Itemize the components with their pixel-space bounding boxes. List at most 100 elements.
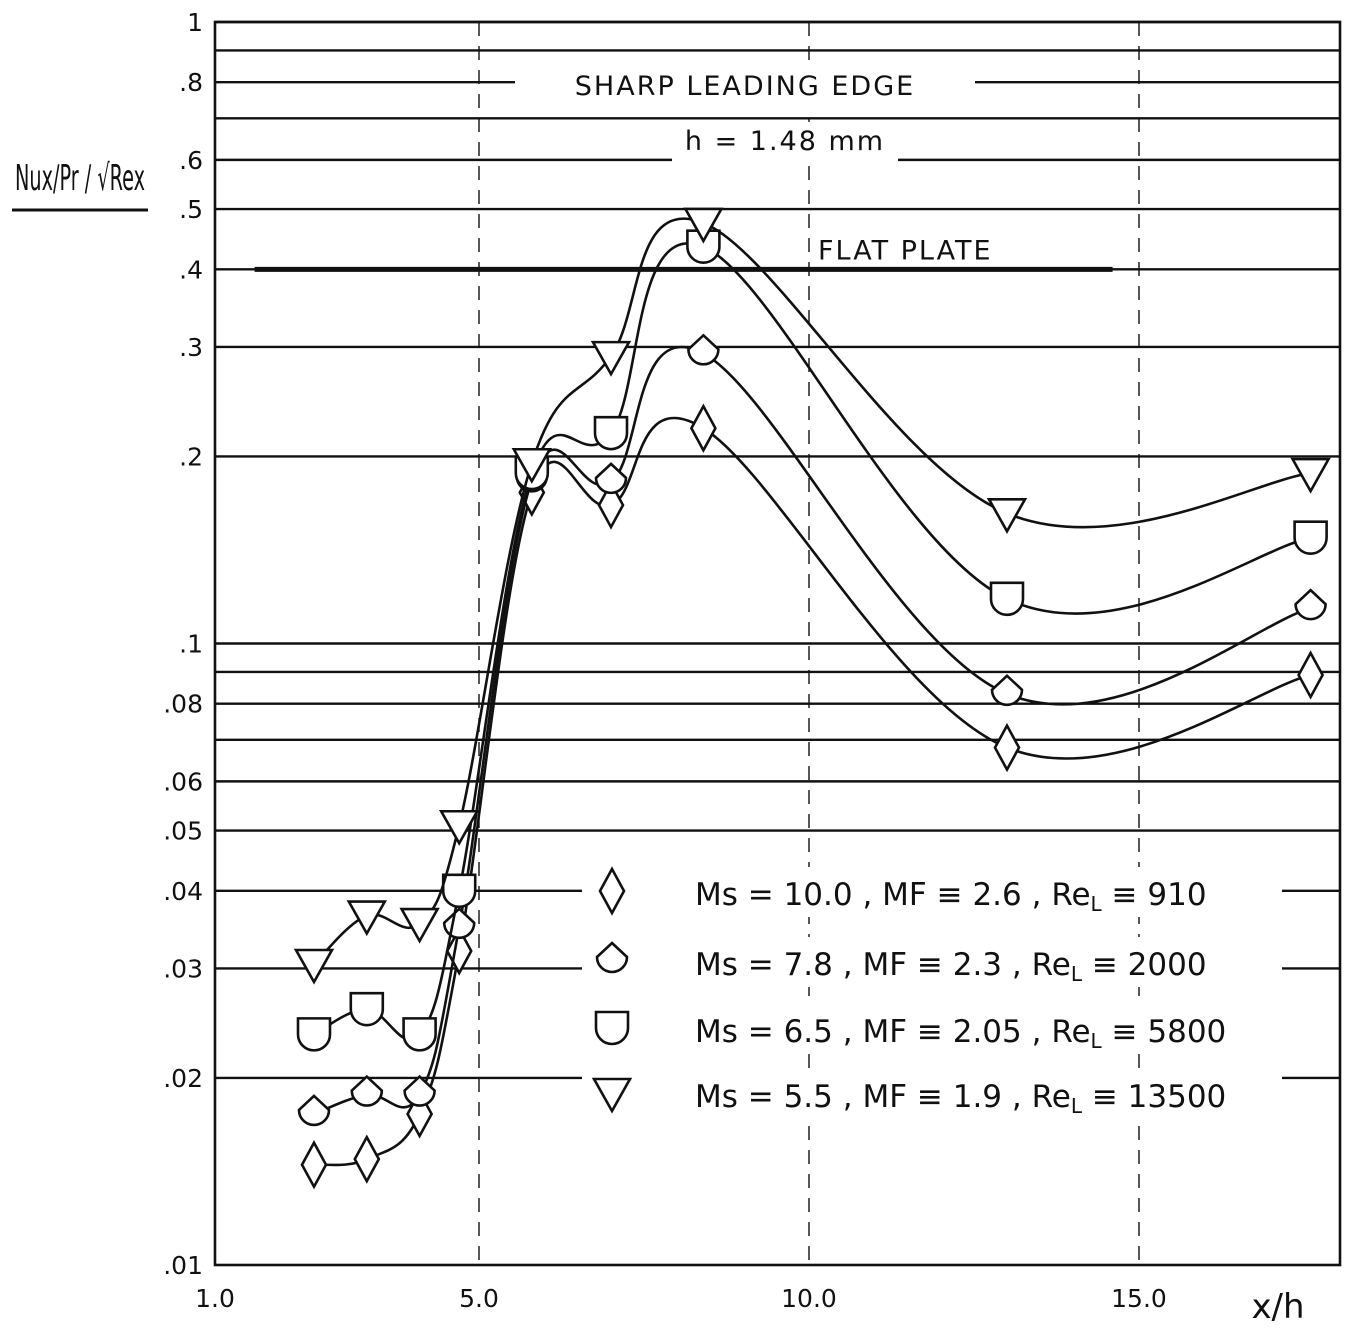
y-tick-label: .8 <box>179 68 203 97</box>
chart-subtitle: h = 1.48 mm <box>685 126 885 157</box>
y-tick-label: .5 <box>179 195 203 224</box>
marker-u-cup <box>989 581 1025 617</box>
legend-text-part: , Re <box>1012 1079 1071 1115</box>
y-tick-label: .06 <box>163 767 203 796</box>
marker-triangle-down <box>590 340 632 377</box>
y-tick-label: .2 <box>179 442 203 471</box>
series-triangle-down <box>293 207 1331 985</box>
marker-u-cup <box>686 229 721 264</box>
marker-triangle-down <box>1290 457 1331 494</box>
x-axis-label: x/h <box>1251 1287 1304 1327</box>
legend-text-part: Ms <box>695 947 738 983</box>
marker-u-cup <box>593 415 629 451</box>
y-tick-label: .6 <box>179 146 203 175</box>
tick-labels: 1 .8 .6 .5 .4 .3 .2 .1 .08 .06 .05 .04 .03 .02 .01 1.0 5… <box>163 8 1167 1313</box>
legend-text-part: ≡ 2.6 <box>927 877 1032 913</box>
marker-triangle-down <box>591 1077 633 1114</box>
legend-text-part: ≡ 2.05 <box>907 1014 1032 1050</box>
y-tick-label: .1 <box>179 630 203 659</box>
y-tick-label: 1 <box>187 8 203 37</box>
series-group <box>293 207 1331 1190</box>
x-tick-label: 5.0 <box>459 1284 499 1313</box>
series-line <box>313 345 1311 1116</box>
legend-entry-text: Ms = 5.5 , MF ≡ 1.9 , ReL ≡ 13500 <box>695 1079 1226 1118</box>
y-tick-label: .03 <box>163 954 203 983</box>
series-line <box>313 217 1311 965</box>
marker-circle-diamond <box>687 333 720 366</box>
marker-triangle-down <box>399 907 440 944</box>
marker-u-cup <box>402 1017 437 1052</box>
legend-row-background <box>582 1004 1282 1054</box>
legend-text-part: , Re <box>1032 877 1091 913</box>
marker-diamond <box>993 722 1021 773</box>
legend-text-part: Ms <box>695 1079 738 1115</box>
legend-row-background <box>582 1069 1282 1119</box>
marker-triangle-down <box>293 948 335 985</box>
marker-diamond <box>353 1134 381 1184</box>
marker-circle-diamond <box>350 1074 384 1107</box>
legend-text-part: ≡ 1.9 <box>907 1079 1012 1115</box>
legend-subscript: L <box>1091 1029 1103 1053</box>
marker-triangle-down <box>438 809 480 846</box>
marker-u-cup <box>594 1010 630 1046</box>
legend-text-part: , Re <box>1032 1014 1091 1050</box>
marker-triangle-down <box>683 207 724 244</box>
legend-text-part: = 6.5 <box>738 1014 843 1050</box>
marker-triangle-down <box>346 900 388 937</box>
legend-row-background <box>582 937 1282 987</box>
marker-circle-diamond <box>1294 588 1327 621</box>
legend-text-part: , MF <box>843 947 907 983</box>
plot-frame <box>213 20 1342 1267</box>
subtitle-background <box>672 122 898 164</box>
marker-circle-diamond <box>403 1074 436 1107</box>
legend-subscript: L <box>1091 892 1103 916</box>
y-tick-label: .3 <box>179 333 203 362</box>
marker-triangle-down <box>511 447 553 484</box>
legend-text-part: ≡ 2.3 <box>907 947 1012 983</box>
legend-entry-text: Ms = 10.0 , MF ≡ 2.6 , ReL ≡ 910 <box>695 877 1207 916</box>
legend-subscript: L <box>1071 1094 1083 1118</box>
legend-text-part: ≡ 910 <box>1102 877 1207 913</box>
marker-diamond <box>300 1139 328 1190</box>
flat-plate-label: FLAT PLATE <box>818 235 993 266</box>
legend-text-part: = 10.0 <box>738 877 863 913</box>
marker-circle-diamond <box>595 941 629 974</box>
legend-text-part: , MF <box>862 877 926 913</box>
x-tick-label: 15.0 <box>1111 1284 1167 1313</box>
title-background <box>515 62 975 108</box>
y-tick-label: .01 <box>163 1251 203 1280</box>
legend-text-part: = 5.5 <box>738 1079 843 1115</box>
marker-triangle-down <box>986 497 1028 534</box>
marker-u-cup <box>441 873 477 909</box>
marker-circle-diamond <box>297 1094 331 1127</box>
marker-circle-diamond <box>594 462 628 495</box>
chart-title: SHARP LEADING EDGE <box>575 71 915 102</box>
legend-subscript: L <box>1071 962 1083 986</box>
legend-text-part: ≡ 13500 <box>1082 1079 1226 1115</box>
y-axis-label: Nux/Pr / √Rex <box>15 158 145 199</box>
y-tick-label: .02 <box>163 1064 203 1093</box>
legend-text-part: , MF <box>843 1014 907 1050</box>
series-u-cup <box>296 229 1328 1052</box>
marker-diamond <box>598 866 626 916</box>
legend-text-part: , MF <box>843 1079 907 1115</box>
marker-u-cup <box>1293 520 1328 555</box>
marker-diamond <box>1297 650 1325 700</box>
marker-circle-diamond <box>990 674 1024 707</box>
legend-row-background <box>582 867 1282 917</box>
legend-text-part: Ms <box>695 877 738 913</box>
y-tick-label: .4 <box>179 255 203 284</box>
x-tick-label: 10.0 <box>781 1284 837 1313</box>
legend-text-part: = 7.8 <box>738 947 843 983</box>
y-tick-label: .08 <box>163 690 203 719</box>
legend-text-part: ≡ 2000 <box>1082 947 1207 983</box>
legend-entry-text: Ms = 7.8 , MF ≡ 2.3 , ReL ≡ 2000 <box>695 947 1207 986</box>
legend-text-part: , Re <box>1012 947 1071 983</box>
legend-entry-text: Ms = 6.5 , MF ≡ 2.05 , ReL ≡ 5800 <box>695 1014 1226 1053</box>
marker-circle-diamond <box>442 907 476 940</box>
legend-text-part: ≡ 5800 <box>1102 1014 1227 1050</box>
marker-diamond <box>406 1089 434 1139</box>
marker-diamond <box>689 403 717 453</box>
